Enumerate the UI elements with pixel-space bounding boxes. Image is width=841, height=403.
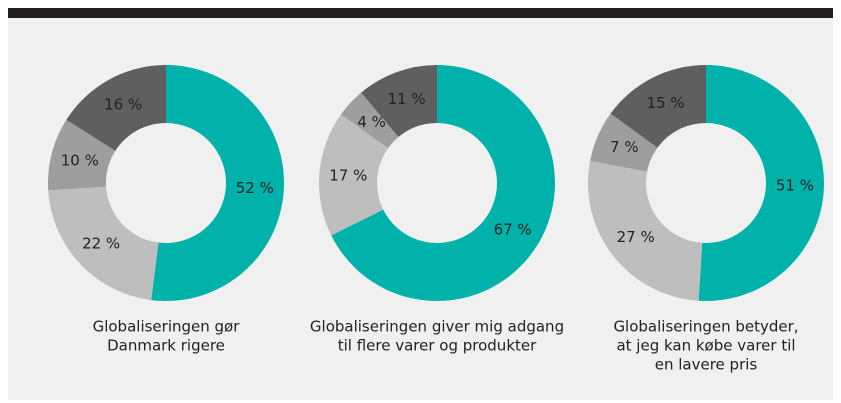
chart-caption: at jeg kan købe varer til — [616, 337, 795, 355]
chart-caption: til flere varer og produkter — [338, 337, 537, 355]
chart-caption: Globaliseringen giver mig adgang — [310, 318, 564, 336]
value-label: 51 % — [776, 176, 814, 194]
donut-segment — [698, 65, 825, 301]
donut-segment — [361, 65, 437, 138]
value-label: 10 % — [61, 151, 99, 169]
donut-segment — [340, 92, 399, 149]
donut-segment — [588, 160, 703, 301]
value-label: 52 % — [236, 179, 274, 197]
donut-segment — [331, 65, 555, 301]
value-label: 7 % — [610, 138, 639, 156]
donut-segment — [590, 113, 658, 172]
donut-segment — [610, 65, 706, 148]
value-label: 67 % — [494, 220, 532, 238]
donut-segment — [66, 65, 166, 151]
value-label: 16 % — [104, 96, 142, 114]
chart-caption: Danmark rigere — [107, 337, 225, 355]
donut-segment — [151, 65, 284, 301]
chart-caption: Globaliseringen gør — [93, 318, 241, 336]
donut-segment — [48, 186, 159, 301]
value-label: 11 % — [388, 90, 426, 108]
chart-caption: Globaliseringen betyder, — [613, 318, 798, 336]
value-label: 27 % — [617, 228, 655, 246]
donut-segment — [48, 119, 116, 191]
value-label: 22 % — [82, 234, 120, 252]
donut-segment — [319, 114, 389, 236]
value-label: 4 % — [357, 113, 386, 131]
value-label: 15 % — [647, 94, 685, 112]
top-bar — [8, 8, 833, 18]
value-label: 17 % — [329, 166, 367, 184]
chart-caption: en lavere pris — [655, 356, 758, 374]
